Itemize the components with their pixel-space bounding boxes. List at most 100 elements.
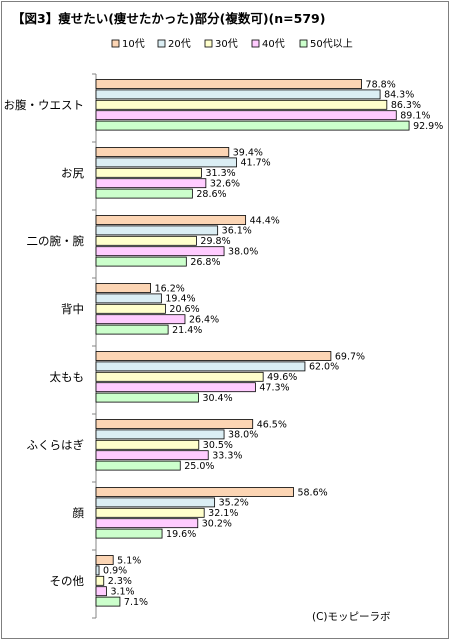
chart-title: 【図3】痩せたい(痩せたかった)部分(複数可)(n=579) — [12, 11, 325, 26]
data-label: 86.3% — [391, 100, 421, 111]
category-label: その他 — [50, 574, 85, 588]
data-label: 28.6% — [196, 189, 226, 200]
bar — [95, 256, 187, 267]
data-label: 58.6% — [297, 487, 327, 498]
credit-text: (C)モッピーラボ — [312, 611, 391, 623]
bar — [95, 382, 256, 393]
data-label: 32.6% — [210, 179, 240, 190]
bar — [95, 188, 193, 199]
data-label: 0.9% — [103, 566, 127, 577]
bar — [95, 518, 199, 529]
bar — [95, 215, 247, 225]
bar — [95, 497, 216, 508]
category-label: 顔 — [73, 506, 85, 520]
bar — [95, 293, 162, 304]
data-label: 16.2% — [155, 283, 185, 294]
bar — [95, 439, 200, 450]
value-labels: 78.8%84.3%86.3%89.1%92.9% 39.4%41.7% 31.3%… — [103, 79, 443, 608]
data-label: 84.3% — [384, 90, 414, 101]
legend-swatch-1 — [157, 39, 166, 48]
data-label: 35.2% — [219, 498, 249, 509]
category-label: 二の腕・腕 — [27, 234, 85, 248]
data-label: 25.0% — [184, 461, 214, 472]
bar — [95, 429, 225, 440]
data-label: 2.3% — [108, 576, 132, 587]
data-label: 78.8% — [366, 79, 396, 90]
bar — [95, 99, 388, 110]
bar — [95, 225, 219, 236]
category-label: ふくらはぎ — [27, 438, 85, 452]
legend-label-1: 20代 — [168, 38, 191, 50]
data-label: 41.7% — [241, 158, 271, 169]
legend-swatch-4 — [299, 39, 308, 48]
data-label: 46.5% — [257, 419, 287, 430]
data-label: 38.0% — [228, 247, 258, 258]
data-label: 26.4% — [189, 315, 219, 326]
bar — [95, 528, 163, 539]
data-label: 21.4% — [172, 325, 202, 336]
chart-legend: 10代 20代 30代 40代 50代以上 — [111, 38, 353, 50]
data-label: 69.7% — [335, 351, 365, 362]
legend-swatch-2 — [204, 39, 213, 48]
legend-label-2: 30代 — [215, 38, 238, 50]
data-label: 20.6% — [169, 304, 199, 315]
category-axis-ticks — [92, 73, 96, 619]
data-label: 36.1% — [222, 226, 252, 237]
data-label: 30.4% — [202, 393, 232, 404]
bar — [95, 89, 381, 100]
bar — [95, 596, 121, 607]
bar — [95, 79, 362, 89]
bar — [95, 450, 209, 461]
bar — [95, 361, 306, 372]
bar — [95, 575, 105, 586]
legend-label-0: 10代 — [122, 38, 145, 50]
data-label: 38.0% — [228, 430, 258, 441]
bar — [95, 392, 199, 403]
bar — [95, 324, 169, 335]
legend-label-3: 40代 — [262, 38, 285, 50]
bar — [95, 157, 237, 168]
data-label: 29.8% — [200, 236, 230, 247]
bar — [95, 555, 114, 565]
data-label: 5.1% — [117, 555, 141, 566]
bars-group — [95, 79, 410, 607]
data-label: 89.1% — [400, 111, 430, 122]
data-label: 39.4% — [233, 147, 263, 158]
bar — [95, 303, 166, 314]
bar — [95, 147, 230, 157]
data-label: 19.4% — [165, 294, 195, 305]
bar — [95, 235, 197, 246]
bar — [95, 371, 264, 382]
data-label: 44.4% — [250, 215, 280, 226]
bar — [95, 246, 225, 257]
bar — [95, 460, 181, 471]
legend-swatch-0 — [111, 39, 120, 48]
data-label: 7.1% — [124, 597, 148, 608]
legend-label-4: 50代以上 — [310, 38, 353, 50]
bar — [95, 178, 207, 189]
bar — [95, 110, 397, 121]
bar — [95, 167, 202, 178]
data-label: 3.1% — [110, 587, 134, 598]
data-label: 92.9% — [413, 121, 443, 132]
data-label: 33.3% — [212, 451, 242, 462]
data-label: 31.3% — [205, 168, 235, 179]
data-label: 26.8% — [190, 257, 220, 268]
category-label: 太もも — [50, 370, 85, 384]
bar — [95, 314, 186, 325]
bar — [95, 419, 254, 429]
bar — [95, 586, 107, 597]
bar — [95, 351, 332, 361]
data-label: 47.3% — [259, 383, 289, 394]
bar — [95, 507, 205, 518]
data-label: 19.6% — [166, 529, 196, 540]
category-label: お腹・ウエスト — [4, 98, 85, 112]
data-label: 30.5% — [203, 440, 233, 451]
bar — [95, 120, 410, 131]
bar — [95, 565, 100, 576]
bar — [95, 283, 151, 293]
data-label: 62.0% — [309, 362, 339, 373]
bar — [95, 487, 294, 497]
